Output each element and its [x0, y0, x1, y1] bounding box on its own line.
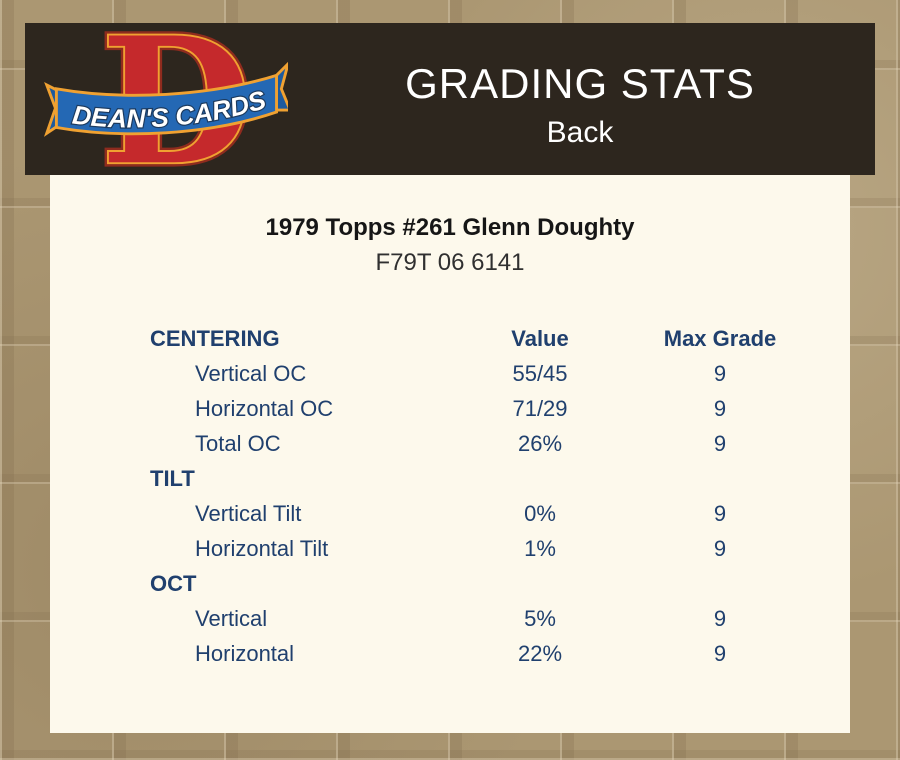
page-title: GRADING STATS	[405, 60, 755, 107]
table-row-vertical-oc: Vertical OC 55/45 9	[150, 356, 810, 391]
stat-label: Horizontal Tilt	[195, 535, 329, 561]
stat-label: Horizontal	[195, 640, 295, 666]
deans-cards-logo: D D DEAN'S CARDS	[25, 23, 305, 175]
stat-value: 1%	[524, 535, 556, 561]
stat-label: Vertical	[195, 605, 268, 631]
table-row-tilt-header: TILT	[150, 461, 810, 496]
card-side-label: Back	[546, 116, 614, 149]
table-row-horizontal-tilt: Horizontal Tilt 1% 9	[150, 531, 810, 566]
stat-label: Total OC	[195, 430, 281, 456]
stats-panel: 1979 Topps #261 Glenn Doughty F79T 06 61…	[50, 175, 850, 733]
section-label-centering: CENTERING	[150, 325, 280, 351]
stat-max-grade: 9	[713, 500, 727, 526]
stat-label: Horizontal OC	[195, 395, 334, 421]
deans-cards-logo-icon: D D DEAN'S CARDS	[43, 29, 288, 169]
stat-label: Vertical OC	[195, 360, 307, 386]
table-row-horizontal-oc: Horizontal OC 71/29 9	[150, 391, 810, 426]
table-row-centering-header: CENTERING Value Max Grade	[150, 321, 810, 356]
stat-value: 0%	[524, 500, 556, 526]
stat-value: 22%	[517, 640, 563, 666]
stat-max-grade: 9	[713, 395, 727, 421]
table-row-vertical-tilt: Vertical Tilt 0% 9	[150, 496, 810, 531]
card-title: 1979 Topps #261 Glenn Doughty	[265, 214, 635, 241]
stat-max-grade: 9	[713, 360, 727, 386]
header-titles: GRADING STATS Back	[305, 23, 875, 175]
section-label-tilt: TILT	[150, 465, 195, 491]
stat-value: 71/29	[512, 395, 568, 421]
stat-label: Vertical Tilt	[195, 500, 302, 526]
stat-value: 5%	[524, 605, 556, 631]
ribbon-band-icon	[54, 73, 278, 136]
table-row-oct-header: OCT	[150, 566, 810, 601]
grading-stats-table: CENTERING Value Max Grade Vertical OC 55…	[150, 321, 810, 671]
section-label-oct: OCT	[150, 570, 197, 596]
header-bar: D D DEAN'S CARDS GRADING STATS Back	[25, 23, 875, 175]
card-code: F79T 06 6141	[375, 249, 525, 276]
column-header-max-grade: Max Grade	[663, 325, 777, 351]
stat-max-grade: 9	[713, 535, 727, 561]
stat-value: 26%	[517, 430, 563, 456]
stat-value: 55/45	[512, 360, 568, 386]
stat-max-grade: 9	[713, 640, 727, 666]
table-row-oct-vertical: Vertical 5% 9	[150, 601, 810, 636]
stat-max-grade: 9	[713, 605, 727, 631]
column-header-value: Value	[511, 325, 569, 351]
stat-max-grade: 9	[713, 430, 727, 456]
table-row-total-oc: Total OC 26% 9	[150, 426, 810, 461]
table-row-oct-horizontal: Horizontal 22% 9	[150, 636, 810, 671]
